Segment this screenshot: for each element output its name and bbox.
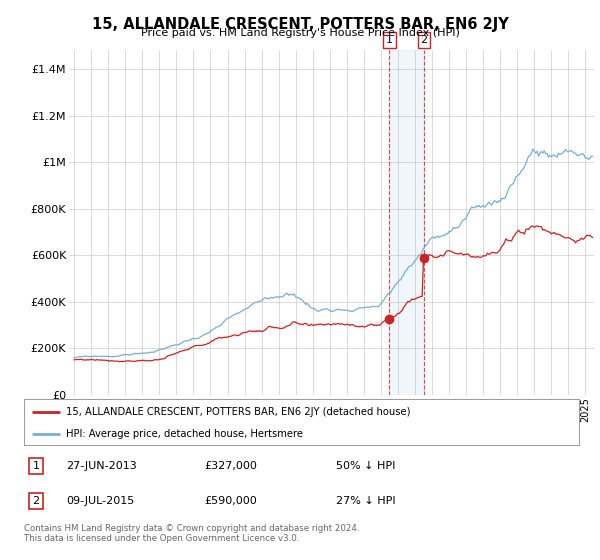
Text: 09-JUL-2015: 09-JUL-2015	[66, 496, 134, 506]
Bar	[389, 50, 424, 395]
Text: This data is licensed under the Open Government Licence v3.0.: This data is licensed under the Open Gov…	[24, 534, 299, 543]
Text: £327,000: £327,000	[204, 461, 257, 471]
Text: 27-JUN-2013: 27-JUN-2013	[66, 461, 137, 471]
Text: HPI: Average price, detached house, Hertsmere: HPI: Average price, detached house, Hert…	[65, 429, 302, 438]
Text: 27% ↓ HPI: 27% ↓ HPI	[336, 496, 395, 506]
Text: 2: 2	[32, 496, 40, 506]
Text: 1: 1	[32, 461, 40, 471]
Text: 15, ALLANDALE CRESCENT, POTTERS BAR, EN6 2JY: 15, ALLANDALE CRESCENT, POTTERS BAR, EN6…	[92, 17, 508, 32]
Text: 15, ALLANDALE CRESCENT, POTTERS BAR, EN6 2JY (detached house): 15, ALLANDALE CRESCENT, POTTERS BAR, EN6…	[65, 407, 410, 417]
Text: 50% ↓ HPI: 50% ↓ HPI	[336, 461, 395, 471]
Text: Price paid vs. HM Land Registry's House Price Index (HPI): Price paid vs. HM Land Registry's House …	[140, 28, 460, 38]
Text: 1: 1	[386, 35, 393, 45]
Text: Contains HM Land Registry data © Crown copyright and database right 2024.: Contains HM Land Registry data © Crown c…	[24, 524, 359, 533]
Text: £590,000: £590,000	[204, 496, 257, 506]
Text: 2: 2	[421, 35, 427, 45]
